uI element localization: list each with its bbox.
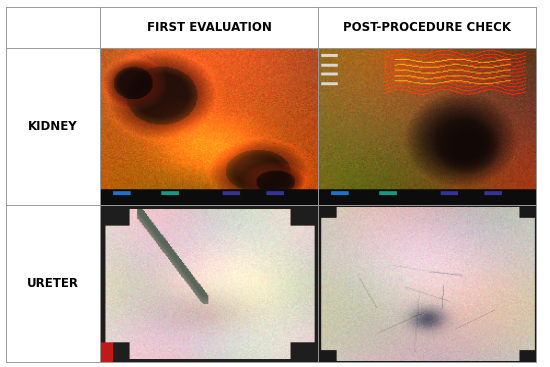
Text: FIRST EVALUATION: FIRST EVALUATION bbox=[146, 21, 271, 34]
Text: URETER: URETER bbox=[26, 277, 79, 290]
Text: KIDNEY: KIDNEY bbox=[28, 120, 78, 133]
Text: POST-PROCEDURE CHECK: POST-PROCEDURE CHECK bbox=[343, 21, 512, 34]
